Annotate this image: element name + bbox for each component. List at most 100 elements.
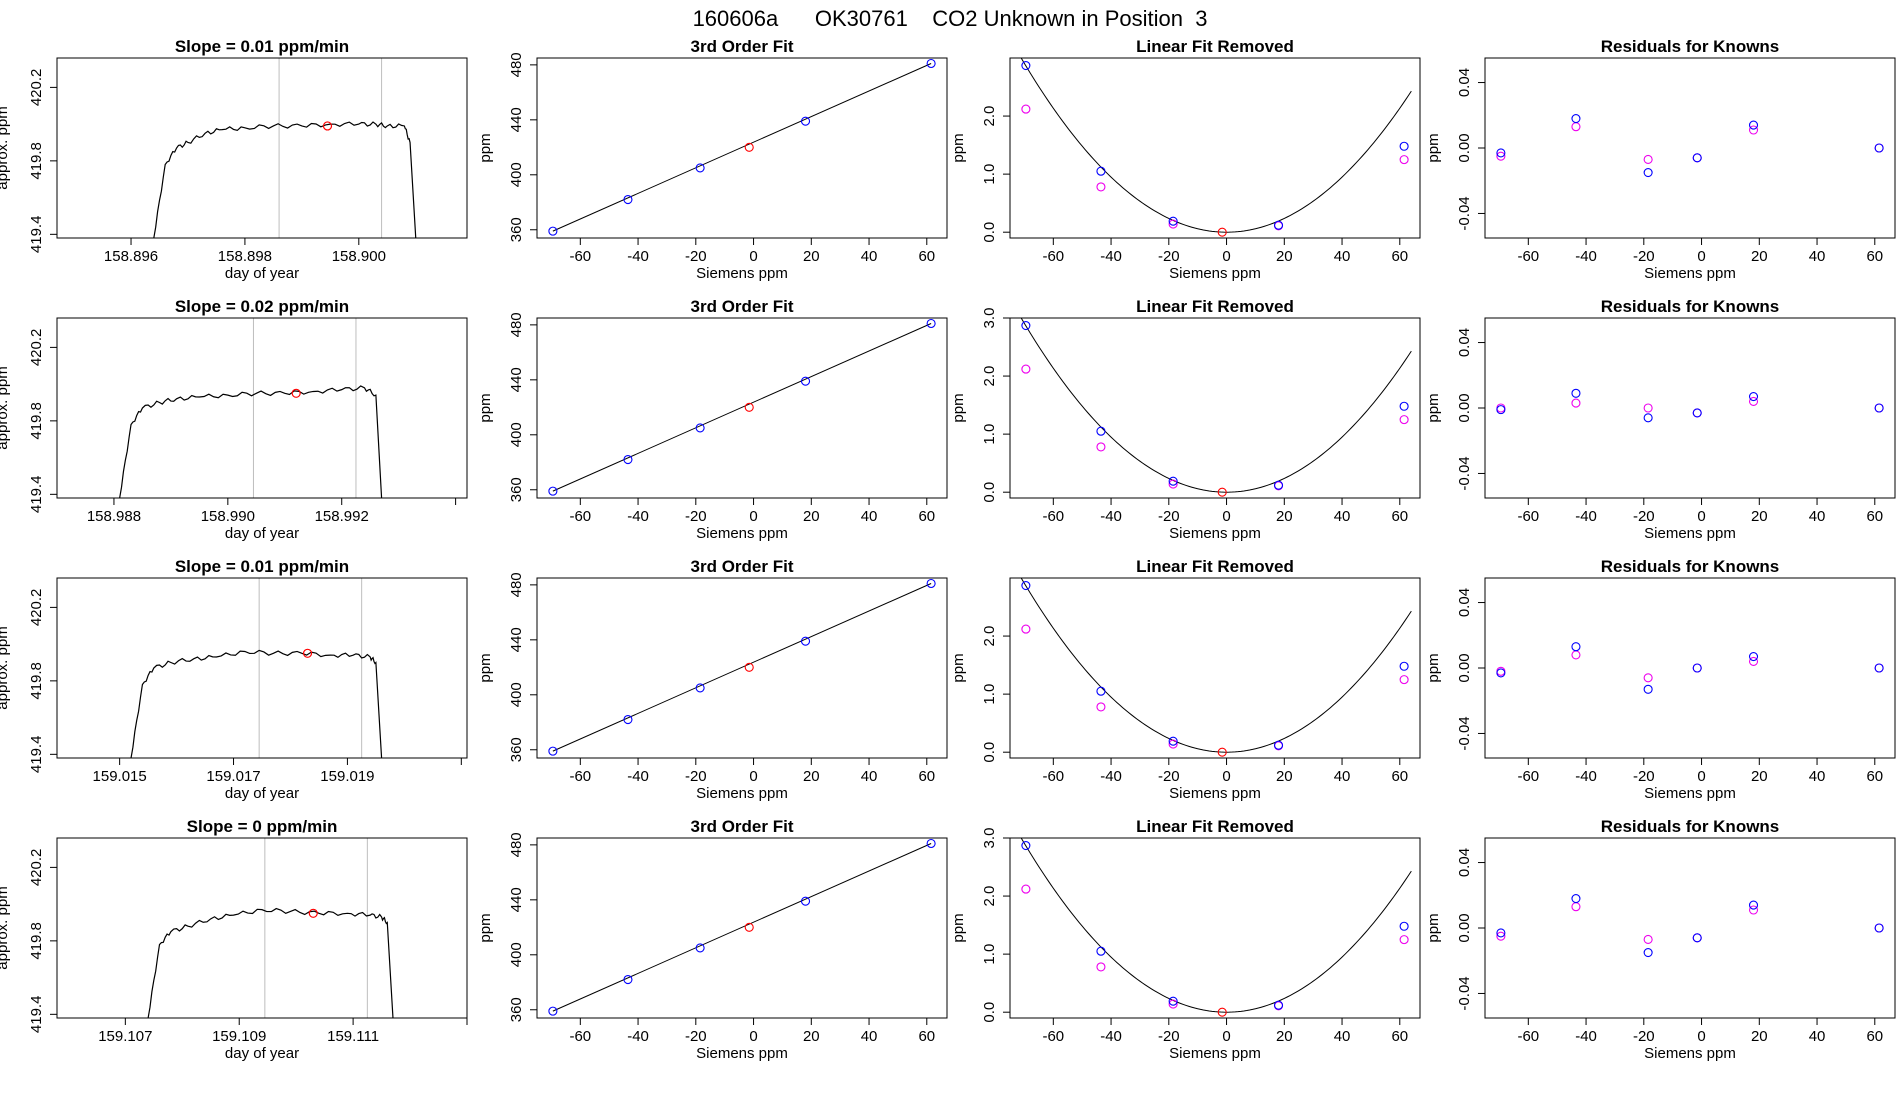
y-tick-label: -0.04 <box>1456 976 1473 1010</box>
y-tick-label: 420.2 <box>28 69 45 107</box>
unknown-point <box>291 388 301 398</box>
known-point <box>800 116 811 126</box>
y-tick-label: -0.04 <box>1456 456 1473 490</box>
y-tick-label: 360 <box>508 997 525 1022</box>
x-tick-label: 159.015 <box>93 768 147 785</box>
x-tick-label: -20 <box>1633 1028 1655 1045</box>
residual-blue-point <box>1643 947 1653 958</box>
plot-area <box>1020 318 1412 497</box>
known-point <box>1273 740 1284 750</box>
x-tick-label: 0 <box>1222 248 1230 265</box>
panel-1-time: Slope = 0.01 ppm/min day of year approx. p… <box>0 37 468 282</box>
panel-title: Slope = 0 ppm/min <box>187 817 338 836</box>
y-axis-label: ppm <box>950 913 967 942</box>
y-tick-label: 0.0 <box>981 222 998 243</box>
magenta-point <box>1168 999 1178 1009</box>
x-axis-label: Siemens ppm <box>1169 265 1261 282</box>
figure-title: 160606a OK30761 CO2 Unknown in Position … <box>693 6 1208 31</box>
unknown-point <box>744 662 754 672</box>
residual-magenta-point <box>1571 902 1581 912</box>
known-point <box>1273 220 1284 230</box>
y-tick-label: 0.0 <box>981 482 998 503</box>
x-tick-label: 0 <box>749 768 757 785</box>
x-tick-label: 0 <box>1222 508 1230 525</box>
y-tick-label: 360 <box>508 477 525 502</box>
plot-area <box>548 578 936 756</box>
residual-magenta-point <box>1496 151 1506 161</box>
panel-3-time: Slope = 0.01 ppm/min day of year approx. p… <box>0 557 468 802</box>
x-tick-label: 0 <box>1222 768 1230 785</box>
residual-blue-point <box>1692 153 1702 163</box>
y-axis-label: ppm <box>950 133 967 162</box>
x-axis-label: Siemens ppm <box>696 1045 788 1062</box>
y-tick-label: -0.04 <box>1456 196 1473 230</box>
x-tick-label: 159.111 <box>327 1028 379 1045</box>
y-tick-label: 1.0 <box>981 164 998 185</box>
x-axis-label: Siemens ppm <box>1644 785 1736 802</box>
residual-magenta-point <box>1748 125 1759 135</box>
panel-4-residuals: Residuals for Knowns Siemens ppm ppm -60 -40… <box>1425 817 1896 1062</box>
x-tick-label: -40 <box>1100 508 1122 525</box>
known-point <box>1021 60 1031 71</box>
known-point <box>623 974 633 985</box>
unknown-point <box>744 922 754 932</box>
x-tick-label: 60 <box>1866 508 1883 525</box>
y-tick-label: 0.04 <box>1456 68 1473 97</box>
x-axis-label: Siemens ppm <box>1644 525 1736 542</box>
known-point <box>548 1006 558 1016</box>
residual-blue-point <box>1874 403 1884 413</box>
plot-area <box>548 58 936 236</box>
x-axis-label: Siemens ppm <box>696 525 788 542</box>
x-tick-label: -60 <box>1517 768 1539 785</box>
panel-1-fit: 3rd Order Fit Siemens ppm ppm -60 -40 -20 0 20 4… <box>477 37 948 282</box>
x-tick-label: 158.896 <box>104 248 158 265</box>
x-tick-label: -60 <box>1042 248 1064 265</box>
x-tick-label: -40 <box>1575 508 1597 525</box>
residual-magenta-point <box>1571 650 1581 660</box>
magenta-point <box>1399 155 1409 165</box>
fit-line <box>552 323 932 492</box>
x-tick-label: -60 <box>1517 1028 1539 1045</box>
panel-title: Residuals for Knowns <box>1601 817 1780 836</box>
x-tick-label: 60 <box>1866 248 1883 265</box>
y-axis-label: ppm <box>477 133 494 162</box>
known-point <box>1399 401 1409 411</box>
known-point <box>623 194 633 205</box>
x-tick-label: 158.988 <box>87 508 141 525</box>
ppm-trace <box>119 385 383 498</box>
y-tick-label: 2.0 <box>981 366 998 387</box>
x-axis-label: Siemens ppm <box>1169 785 1261 802</box>
residual-blue-point <box>1496 668 1506 678</box>
x-tick-label: 158.992 <box>315 508 369 525</box>
panel-title: Linear Fit Removed <box>1136 37 1294 56</box>
known-point <box>926 578 936 589</box>
x-tick-label: 60 <box>1866 768 1883 785</box>
residual-blue-point <box>1643 413 1653 423</box>
x-tick-label: 60 <box>1391 508 1408 525</box>
ppm-trace <box>153 121 417 238</box>
plot-area <box>1020 578 1412 757</box>
y-axis-label: approx. ppm <box>0 366 11 449</box>
x-tick-label: 40 <box>1809 508 1826 525</box>
y-tick-label: 419.8 <box>28 922 45 960</box>
y-tick-label: 0.04 <box>1456 588 1473 617</box>
residual-blue-point <box>1496 148 1506 158</box>
plot-frame <box>1009 837 1421 1019</box>
x-tick-label: 0 <box>1697 768 1705 785</box>
known-point <box>1021 320 1031 331</box>
x-tick-label: 20 <box>803 1028 820 1045</box>
panel-4-time: Slope = 0 ppm/min day of year approx. ppm 1… <box>0 817 468 1062</box>
x-axis-label: day of year <box>225 525 299 542</box>
y-axis-label: ppm <box>950 393 967 422</box>
plot-frame <box>1009 57 1421 239</box>
x-tick-label: -40 <box>1575 1028 1597 1045</box>
x-tick-label: 40 <box>861 1028 878 1045</box>
plot-area <box>548 838 936 1016</box>
x-tick-label: 0 <box>1697 508 1705 525</box>
magenta-point <box>1021 104 1031 114</box>
panel-title: Linear Fit Removed <box>1136 557 1294 576</box>
x-tick-label: 60 <box>918 1028 935 1045</box>
residual-blue-point <box>1692 408 1702 418</box>
known-point <box>1021 840 1031 851</box>
